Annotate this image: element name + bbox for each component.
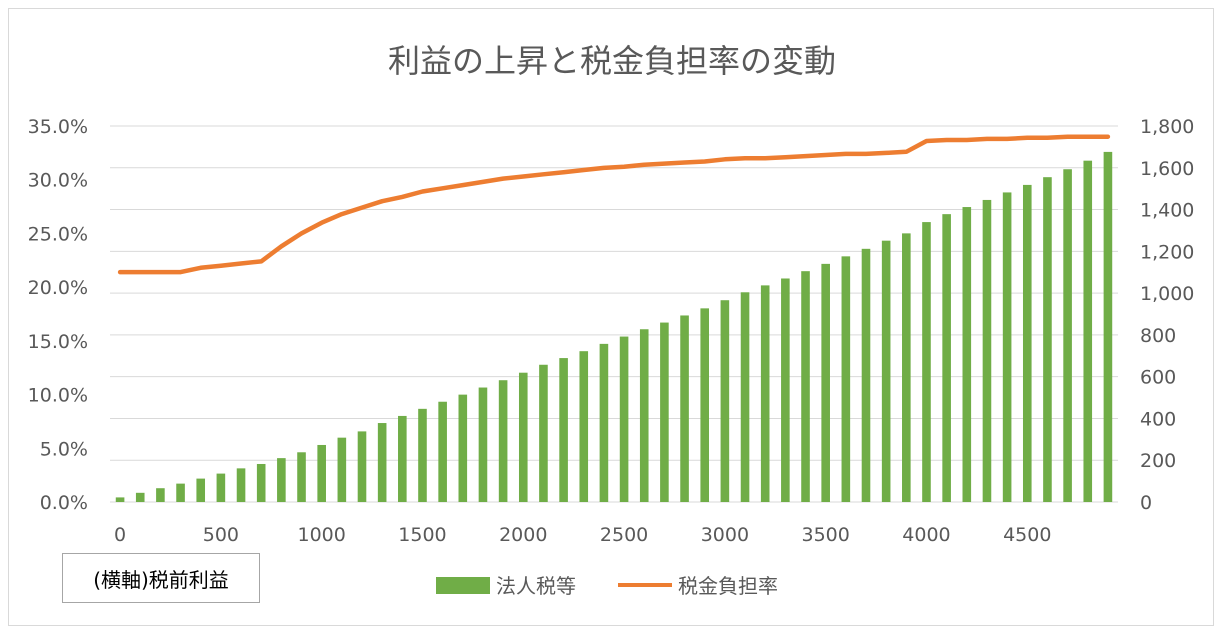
left-tick-label: 10.0%	[28, 385, 88, 407]
bar	[760, 285, 770, 502]
bar	[962, 207, 972, 502]
right-axis-ticks: 0 200 400 600 800 1,000 1,200 1,400 1,600 1,800	[1140, 116, 1194, 514]
bar	[478, 387, 488, 502]
legend-swatch-bar	[436, 577, 490, 594]
x-tick-label: 1500	[398, 524, 446, 546]
left-tick-label: 30.0%	[28, 170, 88, 192]
bar	[821, 263, 830, 502]
bar	[216, 473, 226, 502]
bar	[236, 468, 246, 502]
bar	[982, 199, 992, 503]
bar	[256, 463, 266, 502]
x-axis-label: (横軸)税前利益	[93, 567, 229, 592]
bar	[720, 300, 730, 502]
chart-area	[8, 8, 1214, 626]
line-series-path	[117, 134, 1111, 275]
bar	[458, 394, 468, 502]
bar	[680, 315, 689, 502]
bar	[1103, 151, 1113, 502]
left-tick-label: 5.0%	[40, 438, 88, 460]
right-tick-label: 200	[1140, 450, 1176, 472]
legend: 法人税等 税金負担率	[436, 574, 778, 598]
bar	[518, 372, 528, 502]
bar	[156, 488, 165, 502]
left-tick-label: 25.0%	[28, 223, 88, 245]
bar	[639, 329, 649, 502]
bar	[579, 351, 589, 502]
bar	[1063, 169, 1072, 503]
bar	[1043, 177, 1052, 502]
right-tick-label: 400	[1140, 408, 1176, 430]
left-tick-label: 0.0%	[40, 492, 88, 514]
bar	[357, 431, 367, 502]
bar	[841, 256, 851, 502]
bar	[781, 278, 790, 502]
left-tick-label: 20.0%	[28, 277, 88, 299]
bar	[115, 497, 125, 502]
x-tick-label: 500	[203, 524, 239, 546]
right-tick-label: 1,000	[1140, 283, 1194, 305]
bar	[398, 415, 407, 502]
bar	[377, 423, 387, 502]
right-tick-label: 1,400	[1140, 200, 1194, 222]
bar	[498, 380, 508, 502]
x-axis-label-box: (横軸)税前利益	[62, 553, 260, 603]
bar	[922, 222, 931, 503]
x-tick-label: 3500	[802, 524, 850, 546]
right-tick-label: 0	[1140, 492, 1152, 514]
x-tick-label: 4500	[1003, 524, 1051, 546]
left-tick-label: 15.0%	[28, 331, 88, 353]
line-series	[117, 134, 1111, 275]
bar	[297, 452, 306, 502]
bar	[438, 401, 447, 502]
right-tick-label: 1,600	[1140, 158, 1194, 180]
bar-series	[115, 151, 1113, 503]
right-tick-label: 600	[1140, 367, 1176, 389]
bar	[881, 240, 891, 502]
bar	[740, 292, 750, 502]
bar	[861, 248, 871, 502]
bar	[1002, 192, 1012, 502]
bar	[176, 483, 185, 502]
left-axis-ticks: 0.0% 5.0% 10.0% 15.0% 20.0% 25.0% 30.0% 35.0%	[28, 116, 88, 514]
bar	[135, 492, 145, 502]
chart-title: 利益の上昇と税金負担率の変動	[388, 42, 836, 80]
bar	[277, 458, 286, 502]
x-tick-label: 3000	[701, 524, 749, 546]
x-tick-label: 2000	[499, 524, 547, 546]
bar	[196, 478, 206, 502]
right-tick-label: 800	[1140, 325, 1176, 347]
bar	[539, 364, 548, 502]
right-tick-label: 1,800	[1140, 116, 1194, 138]
x-tick-label: 1000	[298, 524, 346, 546]
bar	[559, 358, 568, 502]
bar	[902, 233, 911, 502]
bar	[660, 322, 669, 502]
bar	[599, 343, 609, 502]
bar	[1083, 160, 1093, 503]
x-tick-label: 2500	[600, 524, 648, 546]
bar	[619, 336, 629, 502]
bar	[801, 271, 810, 502]
bar	[418, 408, 427, 502]
bar	[942, 214, 951, 502]
x-tick-label: 0	[114, 524, 126, 546]
right-tick-label: 1,200	[1140, 241, 1194, 263]
legend-label-line: 税金負担率	[678, 574, 778, 598]
bar	[700, 308, 710, 502]
x-axis-ticks: 0 500 1000 1500 2000 2500 3000 3500 4000 4500	[114, 524, 1051, 546]
bar	[1022, 184, 1032, 502]
bar	[317, 444, 326, 502]
x-tick-label: 4000	[902, 524, 950, 546]
bar	[337, 437, 347, 502]
left-tick-label: 35.0%	[28, 116, 88, 138]
legend-label-bar: 法人税等	[496, 574, 576, 598]
